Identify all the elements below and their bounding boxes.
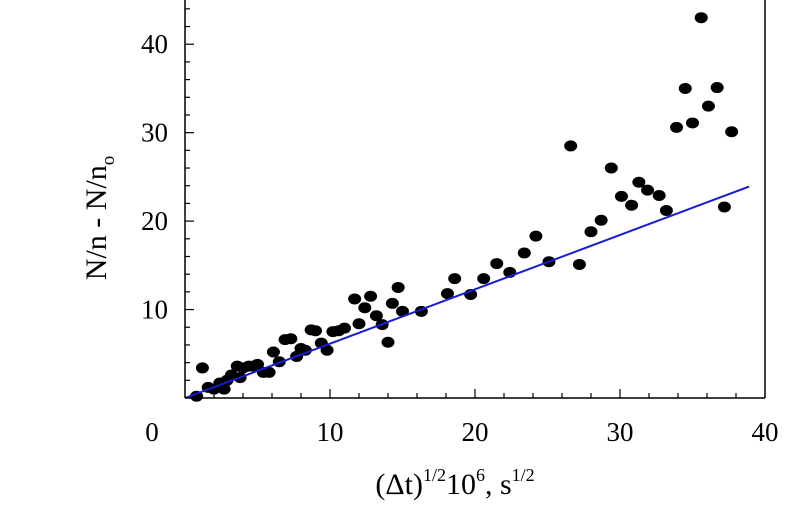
axis-ticks: [185, 8, 737, 398]
data-point: [396, 305, 409, 317]
data-point: [195, 362, 209, 374]
data-point: [490, 258, 504, 270]
data-point: [572, 258, 586, 270]
data-point: [686, 117, 699, 129]
data-point: [348, 293, 362, 305]
data-point: [217, 383, 231, 395]
data-point: [284, 333, 298, 345]
fit-line: [184, 185, 750, 399]
y-tick-label-10: 10: [141, 295, 168, 325]
data-point: [659, 204, 673, 216]
data-point: [517, 247, 531, 259]
data-point: [584, 226, 598, 238]
data-point: [678, 82, 692, 94]
data-point: [625, 199, 639, 211]
x-tick-label-20: 20: [462, 417, 489, 447]
data-point: [266, 346, 280, 358]
data-point: [385, 297, 399, 309]
data-point: [338, 322, 351, 334]
data-point: [710, 82, 724, 94]
fit-line-group: [184, 185, 750, 399]
data-points: [190, 12, 739, 402]
data-point: [364, 290, 378, 302]
data-point: [391, 281, 405, 293]
data-point: [614, 190, 628, 202]
y-tick-label-30: 30: [141, 118, 168, 148]
x-axis-title: (Δt)1/2106, s1/2: [375, 465, 534, 501]
data-point: [358, 302, 372, 314]
data-point: [309, 325, 322, 337]
data-point: [381, 336, 395, 348]
y-axis-title: N/n - N/no: [80, 156, 119, 281]
data-point: [641, 184, 655, 196]
data-point: [369, 310, 383, 322]
tick-labels: 0 10 20 30 40 10 20 30 40: [141, 29, 779, 447]
data-point: [564, 140, 578, 152]
data-point: [262, 366, 276, 378]
y-tick-label-20: 20: [141, 206, 168, 236]
data-point: [529, 230, 543, 242]
data-point: [652, 189, 666, 201]
x-tick-label-10: 10: [317, 417, 344, 447]
y-tick-label-40: 40: [141, 29, 168, 59]
data-point: [251, 358, 264, 370]
data-point: [694, 12, 708, 24]
data-point: [440, 288, 454, 300]
data-point: [632, 176, 646, 188]
data-point: [448, 273, 462, 285]
data-point: [717, 201, 731, 213]
x-tick-label-0: 0: [145, 417, 159, 447]
data-point: [594, 214, 608, 226]
data-point: [725, 126, 739, 138]
data-point: [352, 318, 366, 330]
data-point: [298, 344, 312, 356]
data-point: [604, 162, 618, 174]
data-point: [320, 344, 334, 356]
data-point: [670, 121, 684, 133]
x-tick-label-40: 40: [752, 417, 779, 447]
x-tick-label-30: 30: [607, 417, 634, 447]
data-point: [701, 100, 715, 112]
data-point: [477, 273, 491, 285]
